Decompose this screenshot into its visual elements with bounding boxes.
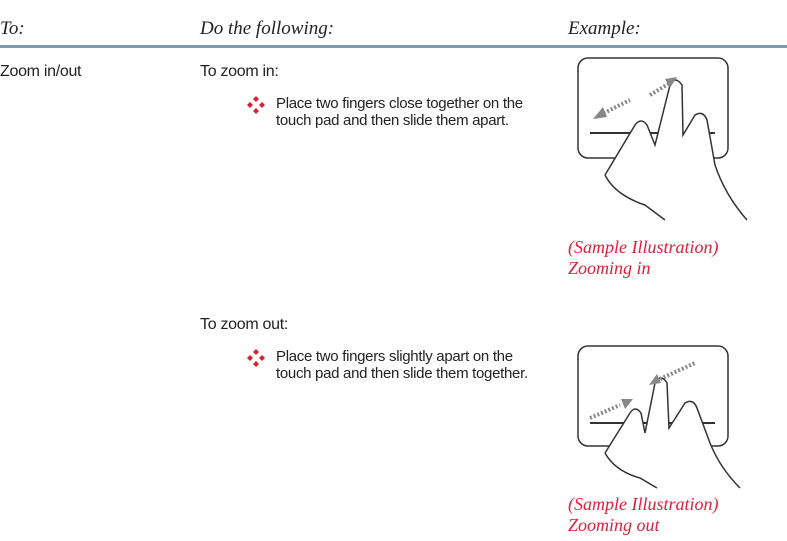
caption: (Sample Illustration) bbox=[568, 237, 719, 257]
header-rule bbox=[0, 45, 787, 48]
action: Zoom in/out bbox=[0, 63, 82, 80]
step-text: Place two fingers slightly apart on the … bbox=[276, 348, 528, 382]
illustration bbox=[577, 345, 741, 489]
header-col: Example: bbox=[568, 18, 641, 39]
step-text: Place two fingers close together on the … bbox=[276, 95, 523, 129]
illustration bbox=[577, 57, 748, 221]
header-col: To: bbox=[0, 18, 25, 39]
bullet-icon bbox=[247, 349, 265, 367]
bullet-icon bbox=[247, 96, 265, 114]
caption: Zooming in bbox=[568, 258, 651, 278]
step-heading: To zoom out: bbox=[200, 316, 289, 333]
caption: Zooming out bbox=[568, 515, 660, 535]
header-col: Do the following: bbox=[200, 18, 335, 39]
caption: (Sample Illustration) bbox=[568, 494, 719, 514]
step-heading: To zoom in: bbox=[200, 63, 279, 80]
